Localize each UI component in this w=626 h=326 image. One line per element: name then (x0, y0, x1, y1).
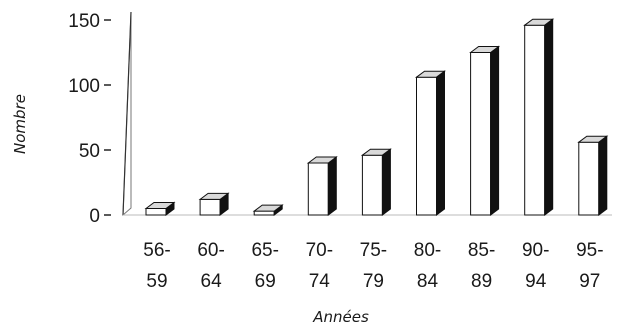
bar-top (360, 148, 392, 156)
bar-front (524, 24, 546, 216)
bar-side (381, 148, 391, 216)
y-tick-label: 150 (68, 11, 100, 32)
x-tick-label: 60-64 (197, 240, 224, 292)
bar-front (361, 154, 383, 216)
bar-front (145, 208, 167, 216)
x-tick-label: 95-97 (576, 240, 603, 292)
bar (469, 45, 501, 216)
x-axis-ticks: 56-59 60-64 65-69 70-74 75-79 80-84 85-89 90-94… (143, 240, 603, 292)
x-tick-label: 65-69 (251, 240, 278, 292)
bar-top (252, 204, 284, 212)
chart-bars (144, 18, 609, 216)
bar-side (490, 45, 500, 216)
x-tick-label: 70-74 (306, 240, 333, 292)
bar (523, 18, 555, 216)
y-axis-line (122, 11, 132, 216)
bar-front (416, 76, 437, 216)
y-tick-label: 100 (68, 76, 100, 97)
x-tick-label: 90-94 (522, 240, 549, 292)
bar-front (199, 198, 221, 216)
y-tick-label: 50 (79, 141, 100, 162)
bar (198, 192, 230, 216)
y-tick-label: 0 (89, 206, 100, 227)
bar-side (436, 70, 445, 216)
bar-top (577, 135, 609, 143)
bar (306, 156, 338, 216)
bar (415, 70, 446, 216)
x-tick-label: 75-79 (360, 240, 387, 292)
bar (144, 201, 176, 216)
bar-top (469, 46, 501, 53)
bar-top (306, 156, 338, 164)
y-axis-ticks: 0 50 100 150 (68, 11, 111, 227)
x-tick-label: 56-59 (143, 240, 170, 292)
bar (577, 135, 609, 216)
bar-top (523, 18, 555, 26)
bar-front (578, 141, 600, 216)
bar-top (198, 192, 230, 200)
bar-top (144, 202, 176, 209)
bar-front (470, 52, 492, 216)
y-axis-title: Nombre (11, 94, 29, 154)
x-axis-title: Années (312, 308, 369, 326)
bar-side (544, 18, 554, 216)
bar-side (327, 156, 337, 216)
x-tick-label: 80-84 (414, 240, 441, 292)
bar-front (253, 210, 275, 216)
bar (360, 148, 392, 216)
bar-side (598, 135, 608, 216)
bar-front (307, 162, 329, 216)
bar (252, 204, 284, 216)
bar-top (415, 70, 446, 78)
x-tick-label: 85-89 (468, 240, 495, 292)
